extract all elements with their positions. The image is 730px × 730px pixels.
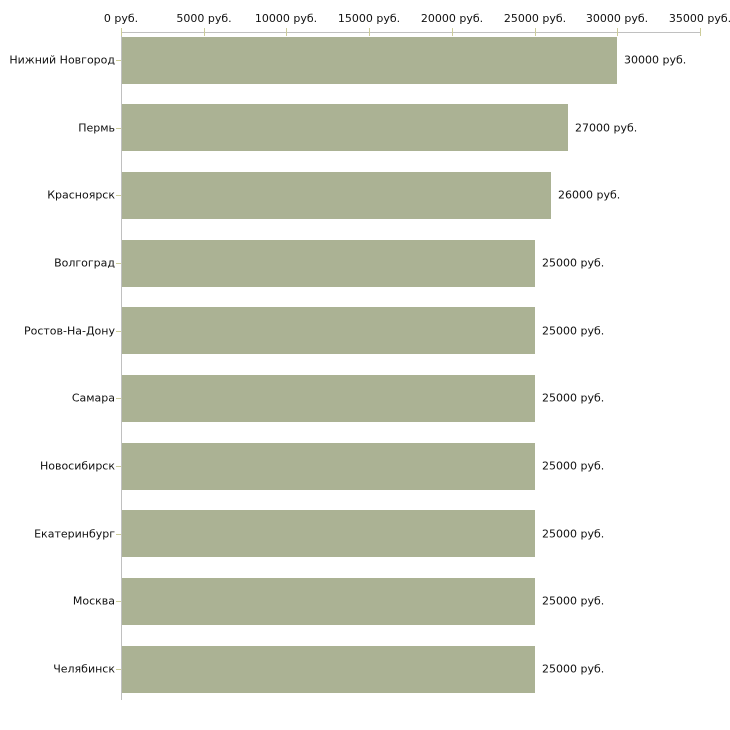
bar — [122, 578, 535, 625]
category-label: Нижний Новгород — [9, 53, 115, 67]
x-axis-tick-label: 15000 руб. — [337, 12, 401, 25]
bar-value-label: 25000 руб. — [542, 391, 605, 405]
category-label: Москва — [72, 594, 115, 608]
category-label: Самара — [71, 391, 115, 405]
category-tick — [116, 331, 121, 332]
bar — [122, 646, 535, 693]
y-axis-line — [121, 32, 122, 700]
bar — [122, 240, 535, 287]
x-axis-tick-label: 10000 руб. — [254, 12, 318, 25]
bar-value-label: 26000 руб. — [558, 188, 621, 202]
x-axis-tick — [121, 28, 122, 36]
bar-value-label: 25000 руб. — [542, 527, 605, 541]
x-axis-tick — [535, 28, 536, 36]
x-axis-tick — [204, 28, 205, 36]
bar — [122, 307, 535, 354]
category-tick — [116, 398, 121, 399]
bar-value-label: 25000 руб. — [542, 594, 605, 608]
x-axis-tick-label: 30000 руб. — [585, 12, 649, 25]
category-label: Ростов-На-Дону — [23, 324, 115, 338]
bar — [122, 104, 568, 151]
category-tick — [116, 263, 121, 264]
category-label: Красноярск — [47, 188, 115, 202]
category-tick — [116, 601, 121, 602]
bar-value-label: 25000 руб. — [542, 324, 605, 338]
category-tick — [116, 466, 121, 467]
bar — [122, 37, 617, 84]
bar-value-label: 27000 руб. — [575, 121, 638, 135]
category-tick — [116, 195, 121, 196]
bar-value-label: 25000 руб. — [542, 459, 605, 473]
bar — [122, 443, 535, 490]
bar-value-label: 30000 руб. — [624, 53, 687, 67]
x-axis-tick-label: 25000 руб. — [503, 12, 567, 25]
category-label: Екатеринбург — [34, 527, 115, 541]
bar-value-label: 25000 руб. — [542, 662, 605, 676]
x-axis-tick — [617, 28, 618, 36]
x-axis-tick-label: 35000 руб. — [668, 12, 730, 25]
x-axis-tick-label: 0 руб. — [103, 12, 139, 25]
category-tick — [116, 534, 121, 535]
category-label: Пермь — [78, 121, 115, 135]
category-label: Волгоград — [54, 256, 115, 270]
x-axis-tick — [369, 28, 370, 36]
bar-value-label: 25000 руб. — [542, 256, 605, 270]
x-axis-tick-label: 20000 руб. — [420, 12, 484, 25]
category-tick — [116, 128, 121, 129]
x-axis-tick — [286, 28, 287, 36]
bar — [122, 375, 535, 422]
category-tick — [116, 669, 121, 670]
x-axis-tick — [700, 28, 701, 36]
x-axis-tick-label: 5000 руб. — [176, 12, 232, 25]
category-label: Новосибирск — [39, 459, 115, 473]
x-axis-tick — [452, 28, 453, 36]
bar — [122, 172, 551, 219]
category-tick — [116, 60, 121, 61]
bar — [122, 510, 535, 557]
category-label: Челябинск — [53, 662, 115, 676]
x-axis-line — [121, 32, 700, 33]
